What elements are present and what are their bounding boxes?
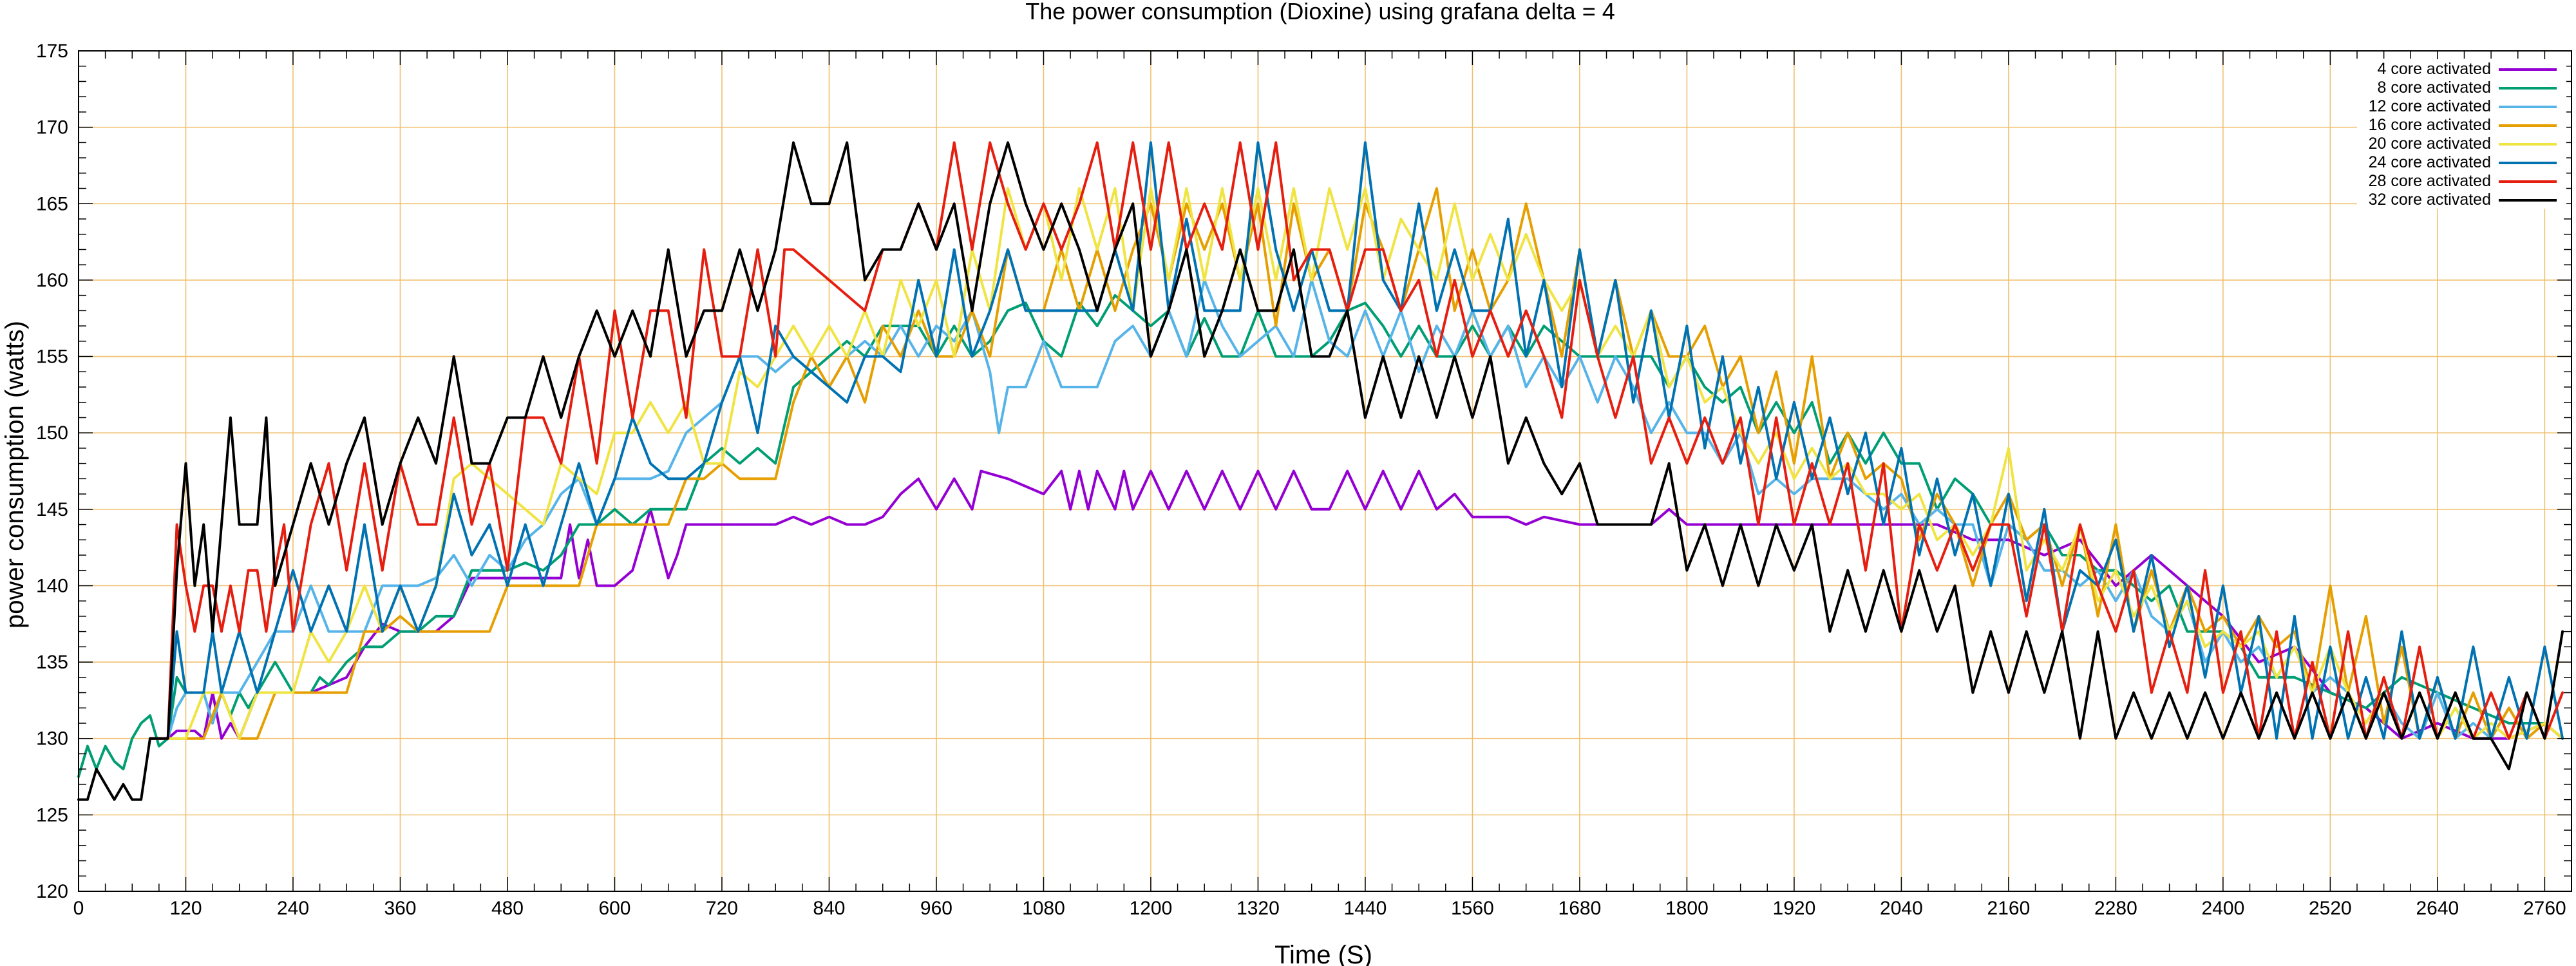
x-tick-label: 2160 xyxy=(1987,898,2031,919)
x-tick-label: 240 xyxy=(277,898,309,919)
x-tick-label: 960 xyxy=(920,898,952,919)
x-tick-label: 1200 xyxy=(1130,898,1173,919)
axes: 0 120 240 360 480 600 720 840 960 1080 1200 1320 144… xyxy=(36,41,2572,919)
x-tick-label: 2400 xyxy=(2202,898,2245,919)
legend-label: 20 core activated xyxy=(2369,135,2491,153)
series-lines xyxy=(77,141,2564,801)
y-tick-label: 170 xyxy=(36,117,68,138)
x-tick-label: 1680 xyxy=(1558,898,1602,919)
y-tick-label: 160 xyxy=(36,270,68,291)
x-tick-label: 2520 xyxy=(2309,898,2352,919)
x-tick-label: 0 xyxy=(73,898,84,919)
y-tick-label: 135 xyxy=(36,652,68,673)
x-tick-label: 1800 xyxy=(1665,898,1709,919)
x-tick-label: 480 xyxy=(491,898,524,919)
x-tick-label: 1440 xyxy=(1344,898,1387,919)
legend-label: 28 core activated xyxy=(2369,172,2491,190)
y-tick-label: 120 xyxy=(36,881,68,902)
series-line-8 xyxy=(77,141,2564,801)
y-axis-label: power consumption (watts) xyxy=(1,321,29,629)
plot-frame xyxy=(78,50,2572,892)
series-line-5 xyxy=(149,187,2564,740)
y-tick-label: 130 xyxy=(36,728,68,750)
x-tick-label: 840 xyxy=(813,898,845,919)
y-tick-label: 125 xyxy=(36,804,68,826)
series-line-6 xyxy=(149,141,2564,740)
series-line-7 xyxy=(149,141,2564,740)
y-tick-label: 150 xyxy=(36,422,68,444)
x-tick-label: 2760 xyxy=(2523,898,2566,919)
legend-label: 4 core activated xyxy=(2378,60,2492,78)
x-tick-label: 2280 xyxy=(2094,898,2137,919)
y-tick-label: 165 xyxy=(36,193,68,214)
legend-label: 12 core activated xyxy=(2369,97,2491,115)
legend-label: 16 core activated xyxy=(2369,116,2491,134)
y-tick-label: 140 xyxy=(36,575,68,596)
x-tick-label: 1920 xyxy=(1773,898,1816,919)
series-line-3 xyxy=(149,278,2564,740)
x-tick-label: 1320 xyxy=(1236,898,1280,919)
x-tick-label: 2640 xyxy=(2416,898,2459,919)
chart-title: The power consumption (Dioxine) using gr… xyxy=(1025,0,1615,24)
x-axis-label: Time (S) xyxy=(1274,941,1372,966)
x-tick-label: 720 xyxy=(706,898,738,919)
x-tick-label: 360 xyxy=(384,898,416,919)
x-tick-label: 2040 xyxy=(1880,898,1923,919)
legend-label: 24 core activated xyxy=(2369,153,2491,171)
y-tick-label: 175 xyxy=(36,41,68,62)
legend-label: 32 core activated xyxy=(2369,191,2491,209)
x-tick-label: 600 xyxy=(598,898,630,919)
x-tick-label: 1560 xyxy=(1451,898,1494,919)
x-tick-label: 1080 xyxy=(1022,898,1065,919)
grid-lines xyxy=(78,50,2571,892)
x-tick-label: 120 xyxy=(169,898,202,919)
legend-label: 8 core activated xyxy=(2378,79,2492,97)
y-tick-label: 145 xyxy=(36,499,68,520)
y-tick-label: 155 xyxy=(36,346,68,368)
